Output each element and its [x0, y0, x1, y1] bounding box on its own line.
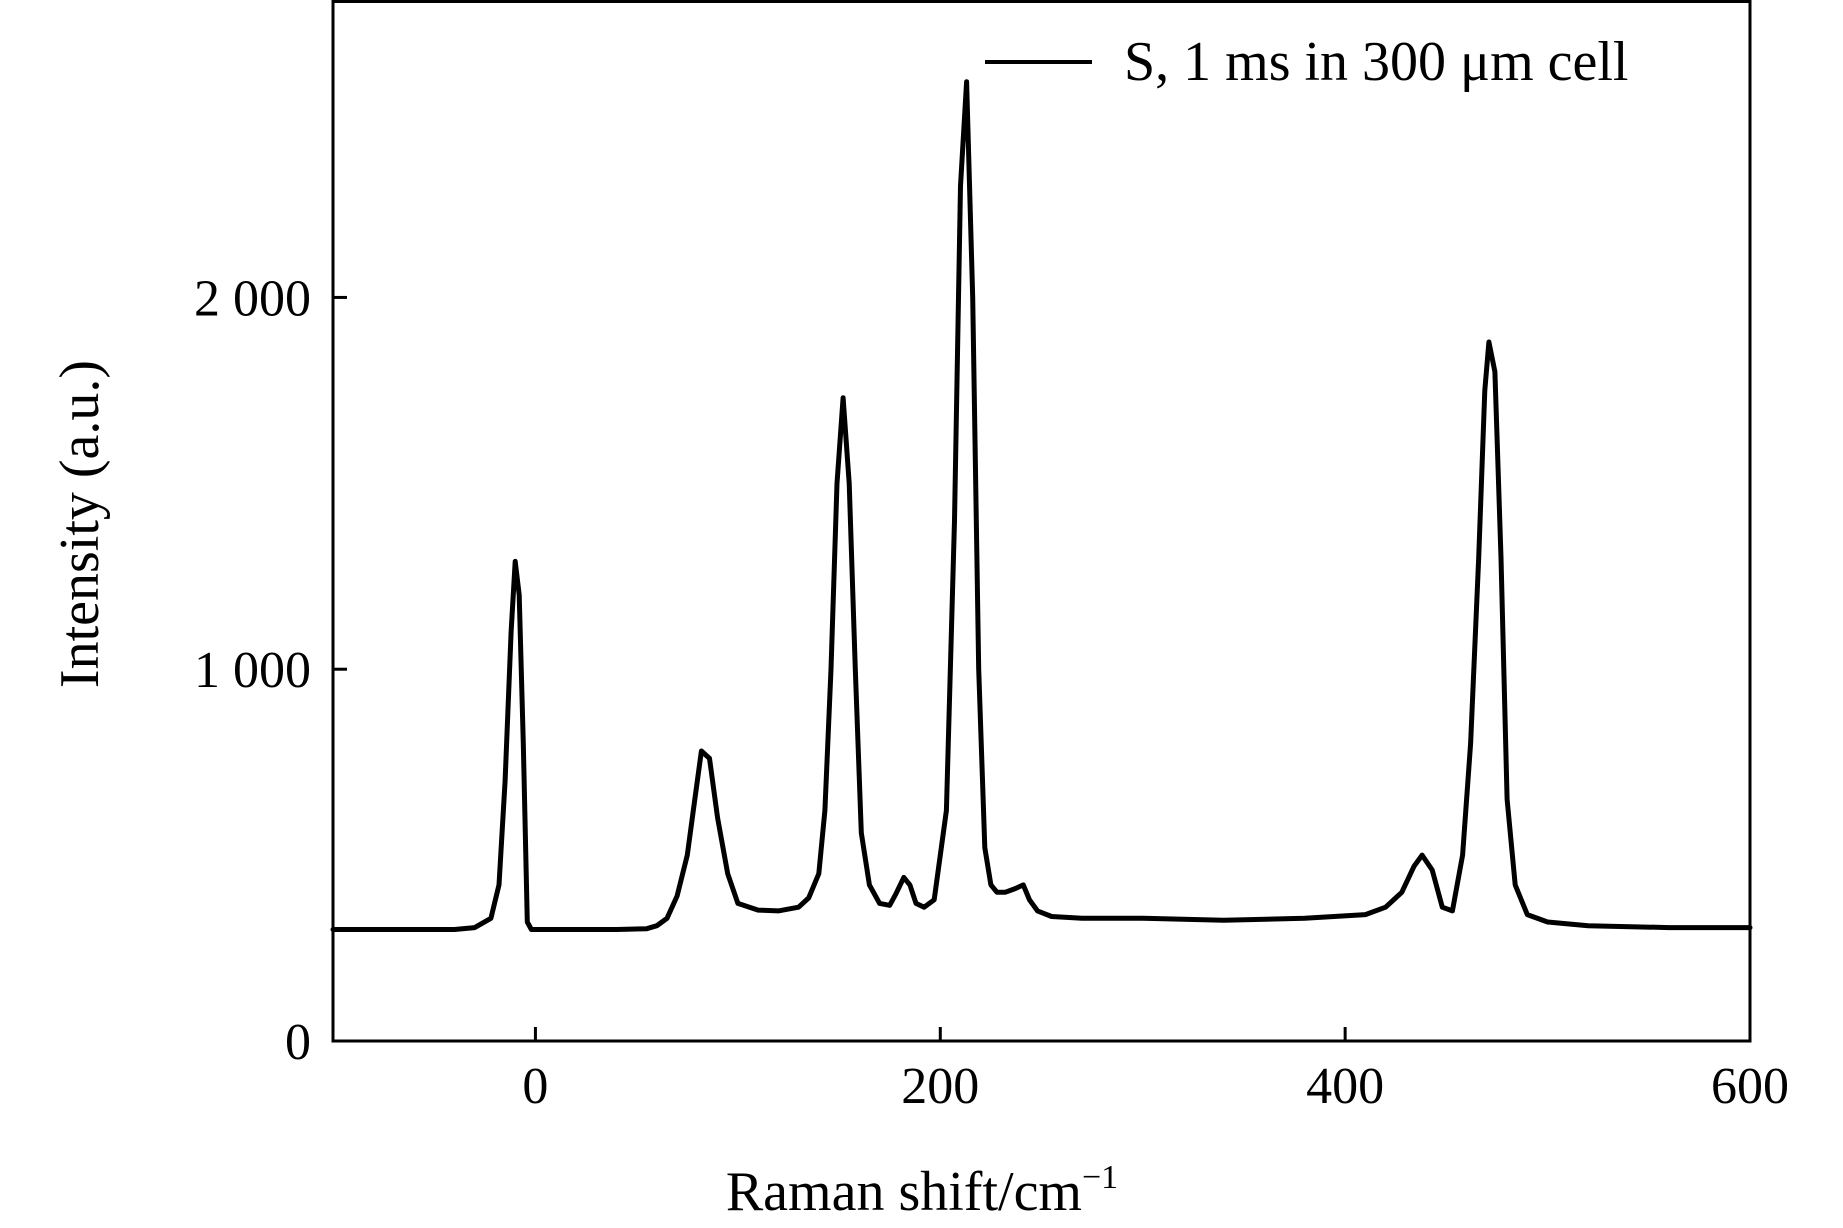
legend-label: S, 1 ms in 300 μm cell: [1124, 31, 1628, 93]
x-tick-label: 400: [1306, 1058, 1384, 1115]
y-tick-label: 1 000: [194, 642, 311, 699]
x-axis-title: Raman shift/cm−1: [726, 1159, 1118, 1223]
x-tick-label: 200: [901, 1058, 979, 1115]
x-axis-ticks: 0 200 400 600: [522, 1027, 1789, 1115]
y-axis-title: Intensity (a.u.): [49, 360, 111, 688]
y-axis-ticks: 0 1 000 2 000: [194, 270, 347, 1071]
plot-area-frame: [331, 0, 1752, 1043]
x-tick-label: 600: [1711, 1058, 1789, 1115]
y-tick-label: 2 000: [194, 270, 311, 327]
y-tick-label: 0: [285, 1014, 311, 1071]
legend: S, 1 ms in 300 μm cell: [985, 31, 1628, 93]
x-tick-label: 0: [522, 1058, 548, 1115]
series-line-sulfur-spectrum: [330, 79, 1753, 932]
